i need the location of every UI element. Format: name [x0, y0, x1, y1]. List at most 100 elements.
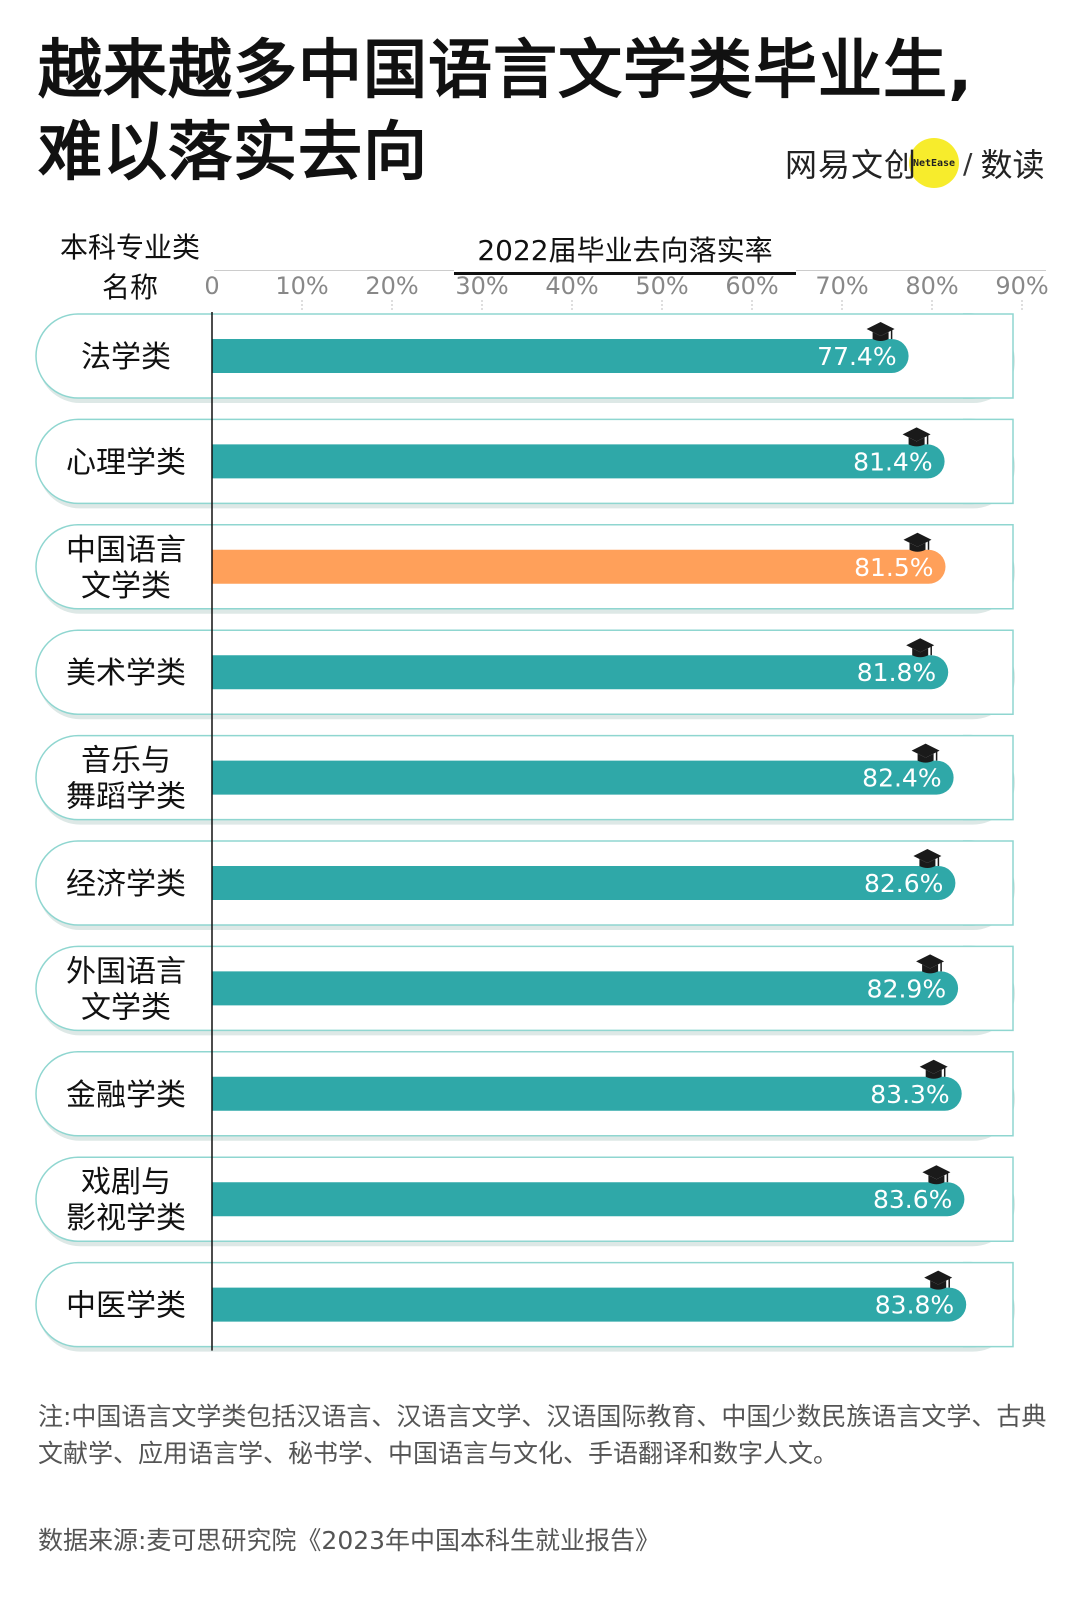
row-card-edge [963, 629, 1014, 715]
brand-badge: NetEase [909, 138, 960, 188]
value-label: 82.6% [864, 869, 943, 898]
value-header: 2022届毕业去向落实率 [454, 232, 796, 275]
brand-logo: 网易文创 NetEase / 数读 [785, 138, 1044, 188]
category-label: 美术学类 [66, 656, 186, 691]
row-card-right [963, 1157, 1013, 1242]
cap-base [925, 1069, 942, 1079]
row-card-right [963, 524, 1013, 609]
bar [212, 1287, 967, 1322]
category-label: 影视学类 [66, 1201, 186, 1236]
row-card-right [963, 419, 1013, 504]
bar-row: 经济学类 82.6% [35, 840, 1015, 930]
x-tick-label: 50% [635, 272, 688, 300]
row-card-edge [963, 1051, 1014, 1137]
bar-row: 美术学类 81.8% [35, 629, 1015, 720]
row-card-right [963, 314, 1013, 398]
graduation-cap-icon [866, 322, 895, 341]
x-tick-label: 20% [365, 272, 418, 300]
value-label: 83.8% [875, 1291, 954, 1320]
row-card-edge [963, 418, 1014, 505]
x-tick-label: 90% [995, 272, 1048, 300]
title-line-2: 难以落实去向 [38, 116, 428, 190]
graduation-cap-icon [902, 427, 931, 447]
category-header-line-1: 本科专业类 [59, 231, 200, 264]
value-label: 83.6% [873, 1185, 952, 1214]
brand-name: 网易文创 [785, 146, 918, 184]
cap-base [912, 648, 929, 658]
bar [212, 549, 946, 584]
category-label: 戏剧与 [81, 1165, 171, 1200]
category-label: 心理学类 [66, 445, 186, 480]
bar-row: 中国语言文学类 81.5% [35, 524, 1015, 614]
bar-row: 法学类 77.4% [35, 313, 1015, 403]
row-card-edge [963, 1156, 1014, 1242]
category-label: 文学类 [81, 569, 171, 604]
bar [212, 760, 954, 795]
row-card-edge [963, 734, 1014, 821]
row-card-edge [963, 945, 1014, 1032]
x-tick-label: 70% [815, 272, 868, 300]
row-card-right [963, 1051, 1013, 1136]
row-card-edge [963, 1261, 1014, 1348]
value-label: 81.5% [854, 553, 933, 582]
graduation-cap-icon [911, 743, 940, 763]
x-tick-label: 30% [455, 272, 508, 300]
x-tick-label: 0 [204, 272, 219, 300]
bar-row: 心理学类 81.4% [35, 418, 1015, 509]
graduation-cap-icon [906, 638, 935, 658]
x-tick-label: 10% [275, 272, 328, 300]
category-label: 舞蹈学类 [66, 780, 186, 815]
row-card-right [963, 946, 1013, 1031]
category-header: 本科专业类 名称 [36, 228, 224, 308]
cap-base [909, 542, 926, 552]
x-tick-label: 80% [905, 272, 958, 300]
cap-base [908, 437, 925, 447]
graduation-cap-icon [903, 532, 932, 552]
bar [212, 444, 945, 479]
bar [212, 1182, 965, 1217]
bar [212, 1076, 962, 1111]
row-card-edge [963, 840, 1014, 926]
title-line-1: 越来越多中国语言文学类毕业生, [38, 34, 974, 108]
bar [212, 866, 956, 900]
value-label: 83.3% [870, 1080, 949, 1109]
cap-base [872, 332, 889, 341]
row-card-edge [963, 313, 1014, 399]
value-label: 82.9% [867, 974, 946, 1003]
brand-sub: 数读 [980, 146, 1045, 184]
category-label: 中医学类 [66, 1289, 186, 1324]
category-label: 音乐与 [81, 744, 171, 779]
value-label: 77.4% [817, 342, 896, 371]
row-card-right [963, 841, 1013, 925]
data-source: 数据来源:麦可思研究院《2023年中国本科生就业报告》 [38, 1526, 661, 1555]
graduation-cap-icon [916, 954, 945, 974]
row-card-right [963, 1262, 1013, 1347]
header-rule-right [796, 270, 1046, 271]
category-header-line-2: 名称 [101, 271, 158, 304]
category-label: 文学类 [81, 990, 171, 1025]
cap-base [922, 964, 939, 974]
bar [212, 971, 959, 1006]
category-label: 金融学类 [66, 1078, 186, 1113]
graduation-cap-icon [924, 1270, 953, 1290]
row-card-right [963, 630, 1013, 715]
x-tick-label: 40% [545, 272, 598, 300]
cap-base [930, 1280, 947, 1290]
category-label: 法学类 [81, 340, 171, 375]
row-card-right [963, 735, 1013, 820]
cap-base [928, 1175, 945, 1185]
graduation-cap-icon [919, 1059, 948, 1079]
category-label: 经济学类 [66, 867, 186, 902]
bar [212, 655, 949, 690]
row-card-edge [963, 524, 1014, 610]
chart-title: 越来越多中国语言文学类毕业生, 难以落实去向 [38, 30, 1048, 194]
header-rule-left [214, 270, 454, 271]
bar-row: 中医学类 83.8% [35, 1261, 1015, 1352]
brand-slash: / [963, 146, 973, 180]
footnote: 注:中国语言文学类包括汉语言、汉语言文学、汉语国际教育、中国少数民族语言文学、古… [38, 1402, 1047, 1468]
graduation-cap-icon [922, 1165, 951, 1185]
value-label: 81.8% [857, 658, 936, 687]
